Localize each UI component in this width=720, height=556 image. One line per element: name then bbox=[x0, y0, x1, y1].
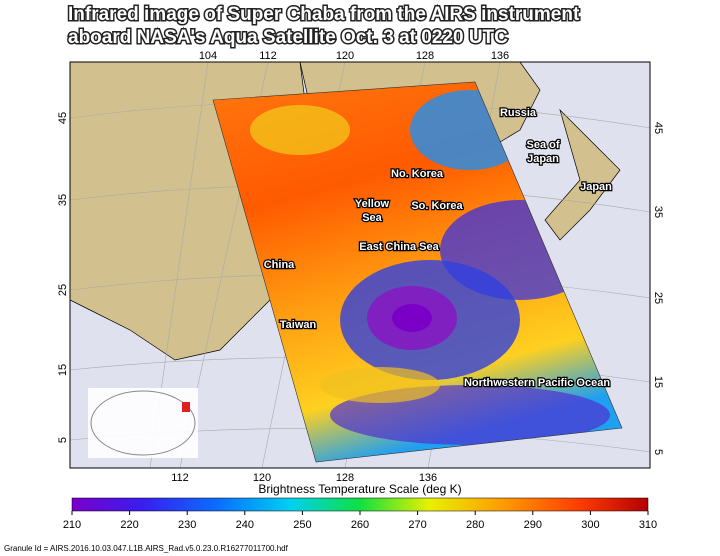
place-label: No. Korea bbox=[391, 168, 444, 180]
lat-label: 35 bbox=[57, 194, 69, 206]
place-label: So. Korea bbox=[411, 200, 463, 212]
colorbar-tick-label: 310 bbox=[639, 519, 657, 531]
place-label: Japan bbox=[527, 153, 559, 165]
lon-label: 128 bbox=[336, 472, 354, 484]
colorbar-tick-label: 290 bbox=[524, 519, 542, 531]
colorbar-tick-label: 220 bbox=[120, 519, 138, 531]
lat-label: 45 bbox=[652, 122, 664, 134]
colorbar-title: Brightness Temperature Scale (deg K) bbox=[258, 482, 461, 496]
title-line: aboard NASA's Aqua Satellite Oct. 3 at 0… bbox=[68, 27, 508, 48]
lat-label: 25 bbox=[652, 292, 664, 304]
lon-label: 120 bbox=[336, 50, 354, 62]
place-label: Russia bbox=[500, 107, 537, 119]
lat-label: 15 bbox=[652, 376, 664, 388]
colorbar-tick-label: 210 bbox=[63, 519, 81, 531]
lon-label: 136 bbox=[419, 472, 437, 484]
colorbar-tick-label: 250 bbox=[293, 519, 311, 531]
colorbar-tick-label: 240 bbox=[236, 519, 254, 531]
lat-label: 25 bbox=[57, 284, 69, 296]
lat-label: 5 bbox=[652, 449, 664, 455]
place-label: Sea of bbox=[526, 139, 559, 151]
place-label: East China Sea bbox=[359, 241, 439, 253]
place-label: Yellow bbox=[355, 198, 390, 210]
lat-label: 5 bbox=[57, 437, 69, 443]
lon-label: 112 bbox=[259, 50, 277, 62]
lon-label: 136 bbox=[491, 50, 509, 62]
colorbar-tick-label: 260 bbox=[351, 519, 369, 531]
lon-label: 104 bbox=[199, 50, 217, 62]
colorbar bbox=[71, 497, 649, 512]
lon-label: 128 bbox=[416, 50, 434, 62]
lon-label: 120 bbox=[253, 472, 271, 484]
colorbar-tick-label: 300 bbox=[581, 519, 599, 531]
granule-id: Granule Id = AIRS.2016.10.03.047.L1B.AIR… bbox=[4, 544, 289, 553]
lat-label: 15 bbox=[57, 364, 69, 376]
place-label: Taiwan bbox=[280, 319, 317, 331]
place-label: Sea bbox=[362, 212, 382, 224]
colorbar-tick-label: 230 bbox=[178, 519, 196, 531]
colorbar-tick-label: 270 bbox=[408, 519, 426, 531]
place-label: China bbox=[264, 259, 295, 271]
colorbar-tick-label: 280 bbox=[466, 519, 484, 531]
place-label: Japan bbox=[580, 181, 612, 193]
title-line: Infrared image of Super Chaba from the A… bbox=[68, 4, 580, 25]
lat-label: 35 bbox=[652, 206, 664, 218]
lat-label: 45 bbox=[57, 112, 69, 124]
place-label: Northwestern Pacific Ocean bbox=[464, 377, 610, 389]
map bbox=[70, 62, 650, 468]
lon-label: 112 bbox=[171, 472, 189, 484]
